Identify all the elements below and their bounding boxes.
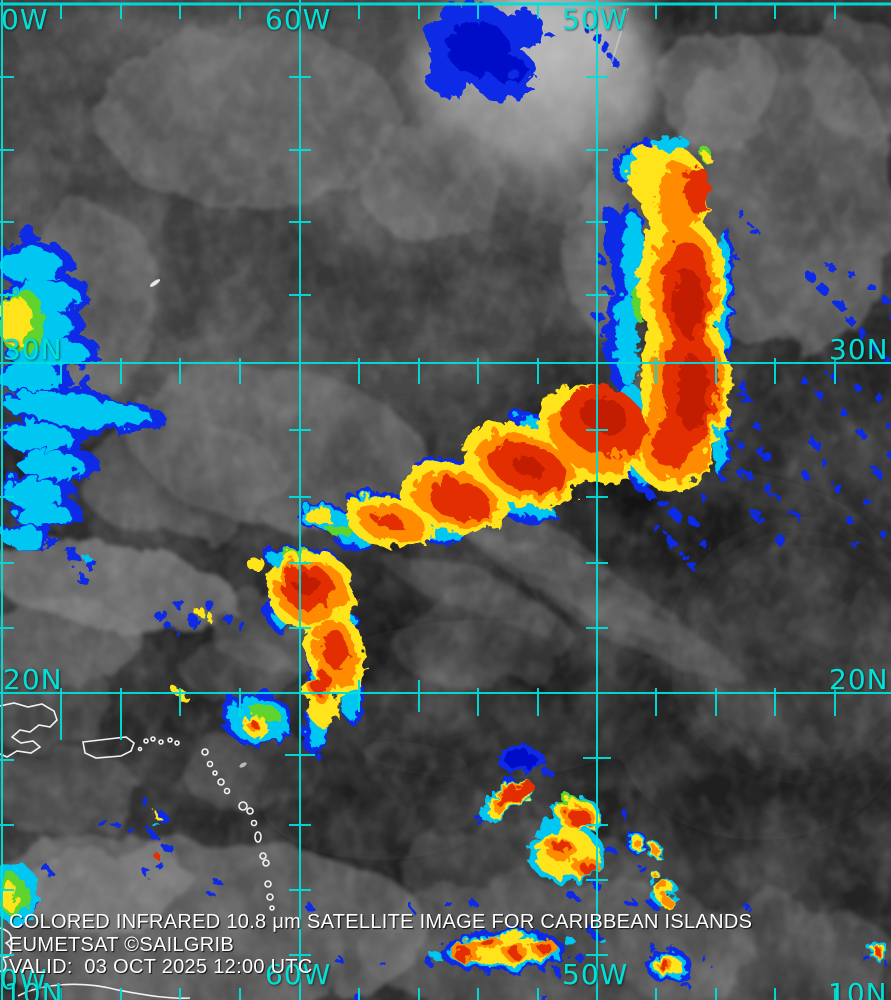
grid-ticks-top: [60, 4, 836, 19]
caption-valid-time-line: VALID: 03 OCT 2025 12:00 UTC: [9, 956, 313, 978]
coastlines: [0, 702, 275, 999]
grid-label-bottom-50w: 50W: [562, 958, 629, 991]
grid-label-top-50w: 50W: [562, 3, 629, 36]
grid-label-bottom-right-10n: 10N: [828, 977, 888, 1000]
grid-label-top-60w: 60W: [265, 3, 332, 36]
ir-layer-deep-blue: [445, 17, 533, 765]
caption-source-line: EUMETSAT ©SAILGRIB: [9, 934, 234, 956]
caption-title-line: COLORED INFRARED 10.8 μm SATELLITE IMAGE…: [9, 911, 753, 933]
grid-label-left-20n: 20N: [3, 663, 63, 696]
grid-label-bottom-left-10n: 10N: [4, 977, 64, 1000]
grid-label-bottom-70w: 0W: [0, 963, 48, 996]
grid-label-left-30n: 30N: [3, 333, 63, 366]
grid-ticks-parallels: [60, 358, 836, 740]
contrail-streaks: [149, 7, 629, 768]
grid-label-right-20n: 20N: [829, 663, 889, 696]
ir-layer-dark-red: [292, 266, 705, 594]
grid-label-bottom-60w: 60W: [265, 958, 332, 991]
grid-label-right-30n: 30N: [829, 333, 889, 366]
grid-label-top-70w: 0W: [1, 3, 49, 36]
grid-ticks-meridians: [0, 76, 611, 956]
grid-ticks-bottom: [60, 988, 836, 1000]
